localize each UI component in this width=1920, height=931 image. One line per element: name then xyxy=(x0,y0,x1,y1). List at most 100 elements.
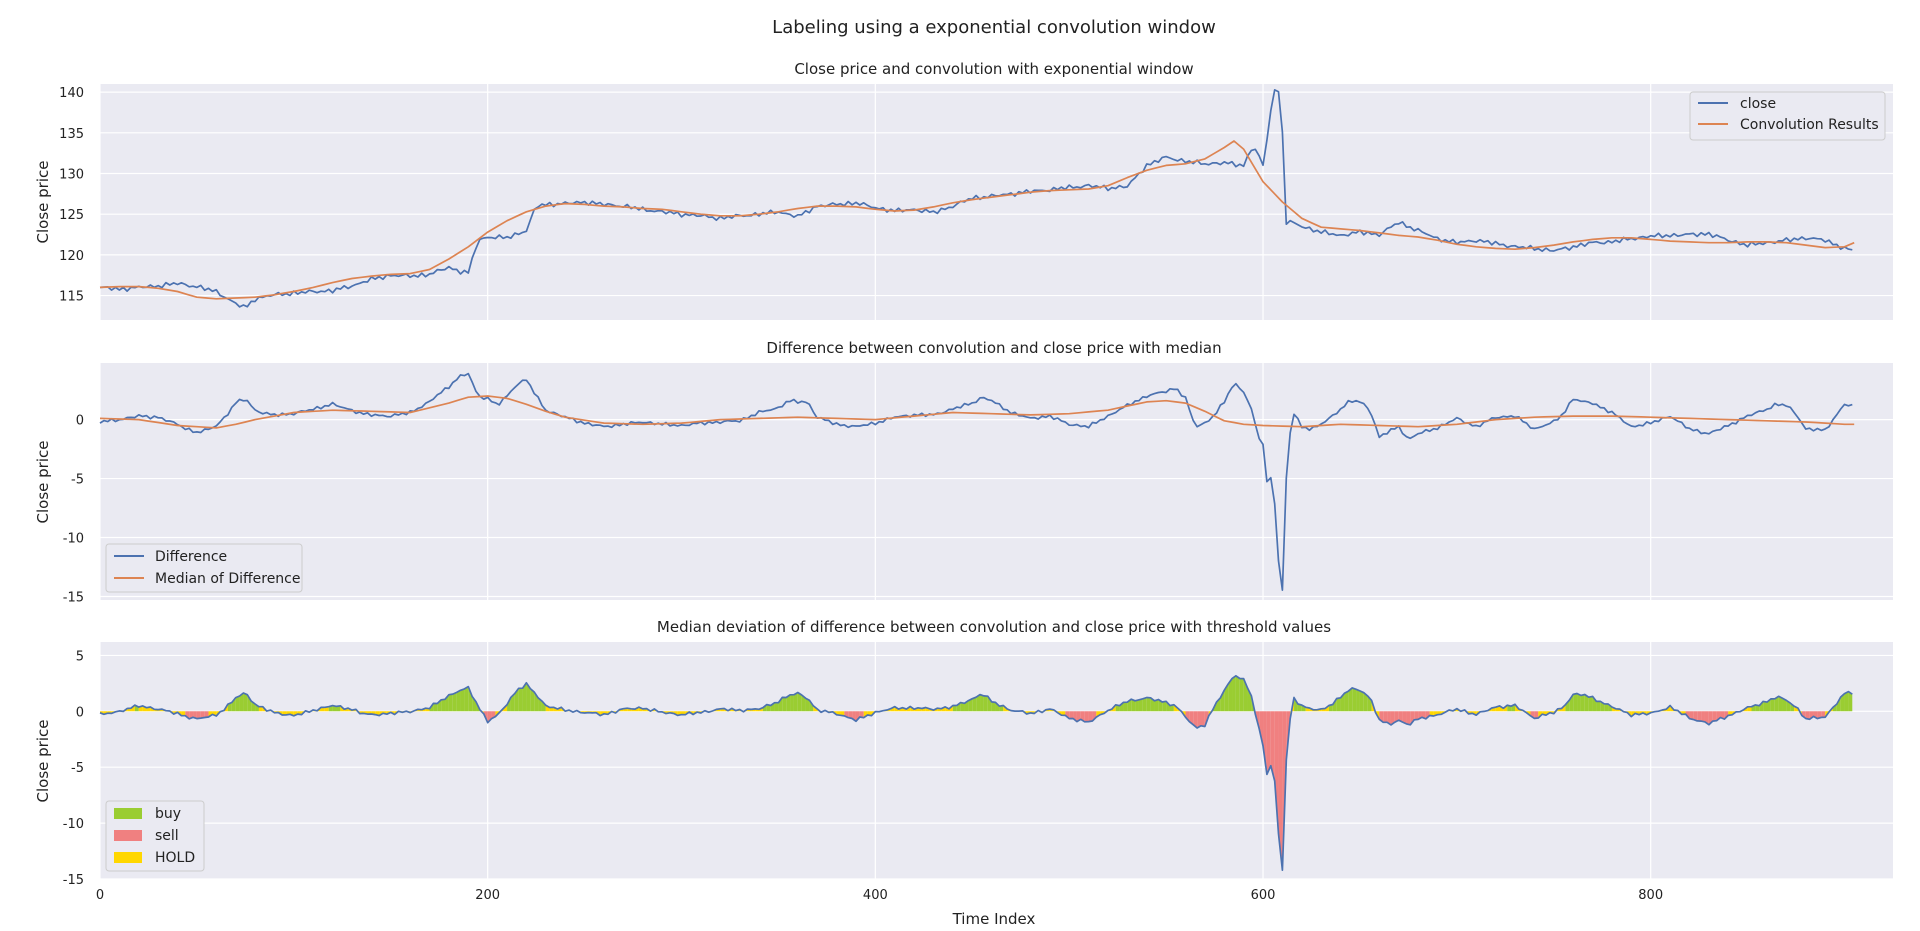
buy-fill xyxy=(1778,696,1783,712)
y-tick-label: -5 xyxy=(71,473,84,488)
buy-fill xyxy=(235,695,240,712)
buy-fill xyxy=(1150,697,1155,712)
sell-fill xyxy=(1185,711,1190,722)
buy-fill xyxy=(805,698,810,712)
sell-fill xyxy=(1084,711,1089,722)
buy-fill xyxy=(1158,699,1163,712)
sell-fill xyxy=(859,711,864,718)
buy-fill xyxy=(336,705,341,712)
buy-fill xyxy=(1763,701,1768,712)
panel2-title: Difference between convolution and close… xyxy=(766,339,1221,357)
buy-fill xyxy=(541,701,546,712)
sell-fill xyxy=(1402,711,1407,724)
panel2-ylabel: Close price xyxy=(34,441,52,524)
y-tick-label: -15 xyxy=(63,590,84,605)
figure-suptitle: Labeling using a exponential convolution… xyxy=(772,17,1216,38)
buy-fill xyxy=(968,698,973,712)
sell-fill xyxy=(1410,711,1415,725)
panel1-ylabel: Close price xyxy=(34,161,52,244)
y-tick-label: 140 xyxy=(59,86,84,101)
buy-fill xyxy=(526,682,531,712)
x-tick-label: 800 xyxy=(1638,888,1663,903)
buy-fill xyxy=(518,688,523,712)
buy-fill xyxy=(1228,678,1233,712)
buy-fill xyxy=(1584,694,1589,712)
buy-fill xyxy=(786,694,791,712)
hold-fill xyxy=(1747,706,1752,712)
sell-fill xyxy=(1534,711,1539,719)
sell-fill xyxy=(1821,711,1826,718)
sell-fill xyxy=(1704,711,1709,725)
hold-fill xyxy=(1798,708,1802,716)
buy-fill xyxy=(1328,704,1333,712)
y-tick-label: -5 xyxy=(71,761,84,776)
sell-fill xyxy=(1712,711,1717,722)
plot-background xyxy=(100,363,1893,600)
buy-fill xyxy=(987,696,992,712)
panel3-legend: buy sell HOLD xyxy=(105,800,205,872)
buy-fill xyxy=(1759,701,1764,712)
sell-fill xyxy=(200,711,205,719)
panel2-legend-box xyxy=(105,543,303,593)
buy-fill xyxy=(801,695,806,712)
panel1-legend-box xyxy=(1689,91,1886,141)
sell-fill xyxy=(1189,711,1194,725)
sell-fill xyxy=(1259,711,1264,746)
sell-fill xyxy=(1406,711,1411,725)
buy-fill xyxy=(980,694,984,712)
x-axis-label: Time Index xyxy=(952,910,1036,928)
panel3-ylabel: Close price xyxy=(34,720,52,803)
buy-fill xyxy=(1565,700,1570,712)
buy-fill xyxy=(1247,687,1252,712)
y-tick-label: 120 xyxy=(59,249,84,264)
hold-fill xyxy=(320,707,325,712)
sell-fill xyxy=(1805,711,1810,720)
y-tick-label: 0 xyxy=(76,705,84,720)
buy-fill xyxy=(782,697,787,712)
buy-fill xyxy=(960,702,965,712)
panel2-legend: Difference Median of Difference xyxy=(105,543,303,593)
legend-hold-swatch xyxy=(114,852,142,863)
buy-fill xyxy=(1332,698,1337,712)
sell-fill xyxy=(1398,711,1403,723)
buy-fill xyxy=(247,694,252,712)
panel-difference: Difference between convolution and close… xyxy=(34,339,1893,605)
buy-fill xyxy=(797,692,802,712)
buy-fill xyxy=(766,704,771,712)
buy-fill xyxy=(1782,698,1787,712)
buy-fill xyxy=(999,705,1004,712)
sell-fill xyxy=(1263,711,1267,775)
hold-fill xyxy=(181,711,186,716)
hold-fill xyxy=(1464,709,1469,714)
sell-fill xyxy=(1278,711,1283,871)
buy-fill xyxy=(464,686,469,712)
legend-difference-label: Difference xyxy=(155,549,227,565)
y-tick-label: -10 xyxy=(63,817,84,832)
sell-fill xyxy=(204,711,209,718)
sell-fill xyxy=(1414,711,1419,720)
buy-fill xyxy=(976,694,981,712)
sell-fill xyxy=(1530,711,1535,719)
buy-fill xyxy=(472,696,477,712)
buy-fill xyxy=(1774,696,1779,712)
buy-fill xyxy=(510,693,515,712)
sell-fill xyxy=(1270,711,1275,781)
buy-fill xyxy=(1588,696,1593,712)
buy-fill xyxy=(1142,697,1147,712)
hold-fill xyxy=(258,706,263,712)
buy-fill xyxy=(1577,693,1581,712)
buy-fill xyxy=(522,682,527,712)
buy-fill xyxy=(1162,701,1167,712)
buy-fill xyxy=(514,688,519,712)
close-line xyxy=(99,89,1853,308)
buy-fill xyxy=(1840,693,1845,712)
buy-fill xyxy=(1344,691,1349,712)
buy-fill xyxy=(231,697,236,712)
legend-buy-swatch xyxy=(114,808,142,819)
y-tick-label: -10 xyxy=(63,532,84,547)
sell-fill xyxy=(185,711,190,719)
sell-fill xyxy=(1069,711,1074,719)
sell-fill xyxy=(1697,711,1702,722)
buy-fill xyxy=(1844,691,1849,712)
